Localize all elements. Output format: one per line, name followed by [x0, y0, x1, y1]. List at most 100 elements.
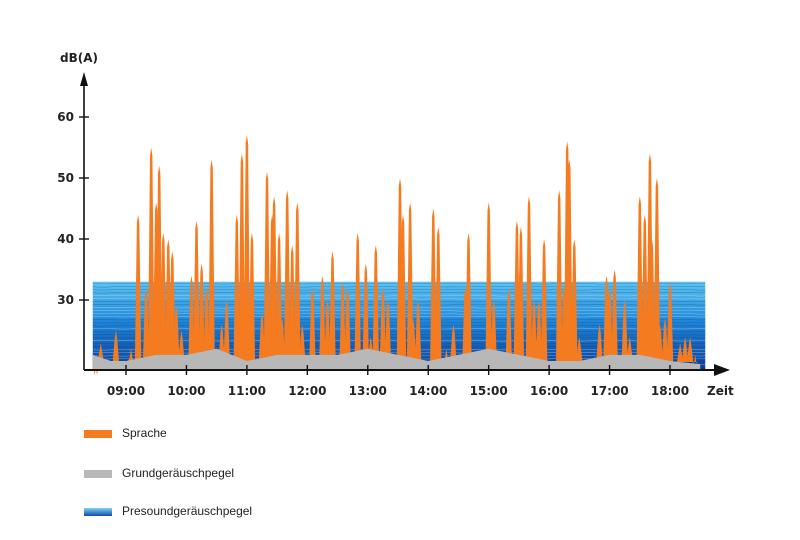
y-axis-title: dB(A)	[60, 51, 98, 65]
sprache-spike	[324, 300, 331, 362]
sprache-spike	[450, 324, 457, 362]
sprache-spike	[566, 159, 573, 362]
sprache-spike	[535, 300, 543, 362]
x-tick-label: 18:00	[651, 384, 689, 398]
sprache-spike	[556, 190, 563, 362]
sprache-spike	[299, 324, 306, 362]
legend-item-sprache: Sprache	[84, 426, 384, 450]
x-tick-label: 14:00	[409, 384, 447, 398]
sprache-spike	[127, 348, 135, 362]
legend-swatch-presoundgeraeuschpegel	[84, 508, 112, 516]
series-layer	[92, 135, 701, 376]
x-tick-label: 16:00	[530, 384, 568, 398]
sprache-spike	[636, 196, 643, 362]
sprache-spike	[641, 214, 648, 362]
x-tick-label: 17:00	[590, 384, 628, 398]
sprache-spike	[243, 135, 251, 362]
sprache-spike	[148, 147, 155, 362]
grundgeraeuschpegel-area	[92, 348, 701, 370]
legend-label-sprache: Sprache	[122, 426, 167, 440]
sprache-spike	[621, 300, 628, 362]
sprache-spike	[611, 269, 618, 362]
sprache-spike	[193, 220, 200, 362]
y-tick-label: 30	[57, 293, 74, 307]
sprache-spike	[384, 300, 392, 362]
sprache-spike	[142, 287, 150, 362]
x-axis-title: Zeit	[707, 384, 734, 398]
sprache-spike	[169, 251, 176, 362]
sprache-spike	[653, 178, 661, 362]
sprache-spike	[275, 232, 283, 362]
sprache-spike	[238, 153, 246, 362]
sprache-spike	[188, 275, 195, 362]
sprache-spike	[289, 245, 296, 362]
sprache-spike	[661, 318, 669, 362]
sprache-spike	[319, 275, 326, 362]
sprache-spike	[263, 171, 271, 362]
sprache-spike	[223, 300, 230, 362]
x-tick-label: 12:00	[288, 384, 326, 398]
sprache-spike	[344, 287, 351, 362]
x-tick-label: 11:00	[228, 384, 266, 398]
sprache-spike	[173, 306, 180, 362]
sprache-spike	[540, 239, 548, 362]
sprache-spike	[656, 324, 664, 362]
sprache-spike	[435, 226, 442, 362]
legend-swatch-sprache	[84, 430, 112, 438]
sprache-spike	[284, 190, 291, 362]
sprache-spike	[270, 196, 278, 362]
x-tick-label: 09:00	[107, 384, 145, 398]
y-tick-label: 50	[57, 171, 74, 185]
sprache-spike	[354, 232, 361, 362]
sprache-spike	[414, 300, 422, 362]
legend-label-presoundgeraeuschpegel: Presoundgeräuschpegel	[122, 504, 253, 518]
sprache-spike	[178, 330, 185, 362]
sprache-spike	[465, 232, 472, 362]
sprache-spike	[430, 208, 437, 362]
sprache-spike	[530, 300, 538, 362]
sprache-spike	[406, 202, 414, 362]
x-tick-label: 15:00	[470, 384, 508, 398]
sprache-spike	[686, 336, 694, 362]
sprache-spike	[294, 202, 301, 362]
sprache-spike	[248, 232, 256, 362]
sprache-spike	[648, 239, 656, 362]
sprache-spike	[329, 251, 336, 362]
sprache-spike	[339, 281, 346, 362]
sprache-spike	[576, 336, 583, 362]
sprache-spike	[517, 226, 525, 362]
y-tick-label: 40	[57, 232, 74, 246]
sprache-spike	[596, 324, 603, 362]
x-tick-label: 13:00	[349, 384, 387, 398]
sprache-spike	[309, 287, 316, 362]
sprache-spike	[571, 239, 578, 362]
sprache-spike	[208, 159, 215, 362]
ticks: 30 40 50 60 09:00 10:00 11:00 12:00 13:00 14:00 15…	[57, 110, 689, 398]
legend-item-grundgeraeuschpegel: Grundgeräuschpegel	[84, 466, 384, 490]
sprache-spike	[233, 214, 240, 362]
x-axis-arrow	[714, 364, 730, 376]
y-axis-arrow	[80, 72, 88, 86]
sprache-spike	[112, 330, 120, 362]
sprache-spike	[372, 245, 379, 362]
legend-label-grundgeraeuschpegel: Grundgeräuschpegel	[122, 466, 235, 480]
sprache-spike	[203, 287, 210, 362]
sprache-spike	[681, 336, 689, 362]
sprache-spike	[198, 263, 205, 362]
sprache-spike	[490, 300, 497, 362]
sprache-spike	[666, 281, 674, 362]
sprache-spike	[134, 214, 142, 362]
sprache-spike	[278, 318, 286, 362]
sprache-spike	[485, 202, 492, 362]
sprache-spike	[160, 232, 167, 362]
sprache-spike	[606, 287, 613, 362]
sprache-spike	[258, 312, 266, 362]
legend-item-presoundgeraeuschpegel: Presoundgeräuschpegel	[84, 504, 384, 528]
sprache-spike	[409, 318, 417, 362]
sprache-spike	[505, 287, 512, 362]
y-tick-label: 60	[57, 110, 74, 124]
sprache-spike	[676, 342, 684, 362]
sprache-spike	[692, 354, 699, 363]
axes: dB(A) Zeit	[60, 51, 734, 398]
